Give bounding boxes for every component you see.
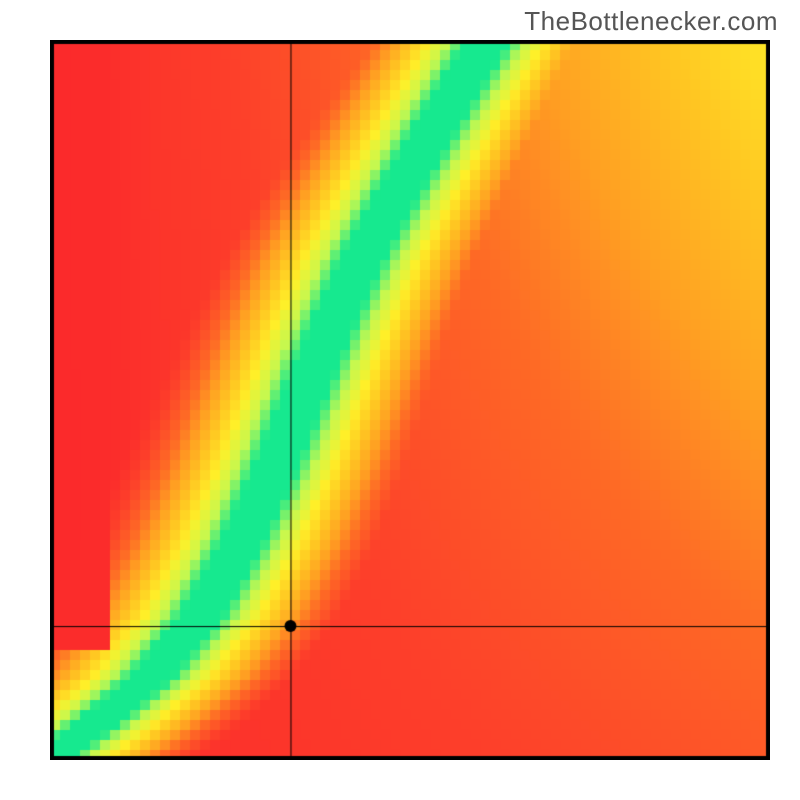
watermark-text: TheBottlenecker.com xyxy=(524,6,778,37)
bottleneck-heatmap xyxy=(50,40,770,760)
